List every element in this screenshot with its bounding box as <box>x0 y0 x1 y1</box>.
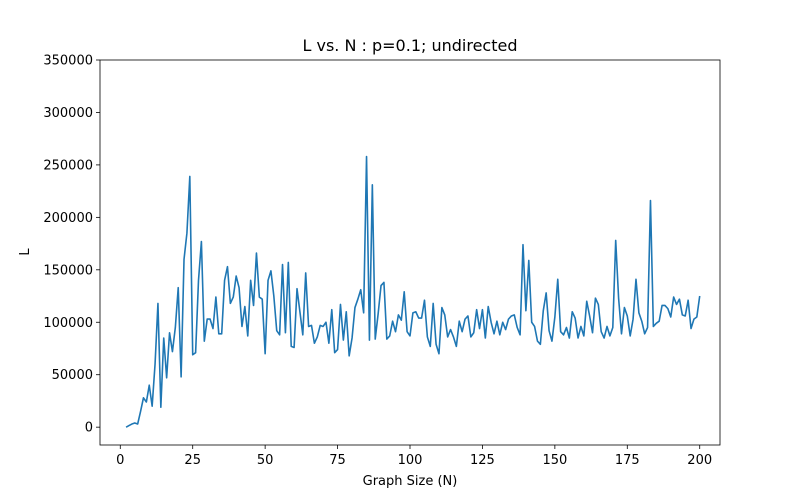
x-axis-title: Graph Size (N) <box>363 474 458 489</box>
x-tick-label: 200 <box>687 453 712 468</box>
series-line-L <box>125 155 701 428</box>
x-tick-label: 75 <box>329 453 346 468</box>
y-tick-label: 150000 <box>43 263 93 278</box>
y-tick-label: 300000 <box>43 106 93 121</box>
x-tick-label: 125 <box>470 453 495 468</box>
y-tick-label: 350000 <box>43 54 93 69</box>
x-tick-label: 150 <box>542 453 567 468</box>
x-tick-label: 50 <box>257 453 274 468</box>
y-tick-label: 0 <box>85 421 93 436</box>
x-tick-label: 25 <box>184 453 201 468</box>
y-axis-title: L <box>18 248 33 256</box>
x-tick-label: 175 <box>615 453 640 468</box>
x-tick-label: 0 <box>116 453 124 468</box>
chart-title: L vs. N : p=0.1; undirected <box>302 36 517 55</box>
x-tick-label: 100 <box>398 453 423 468</box>
tick-group: 0 25 50 75 100 125 150 175 200 0 50000 100000 150000… <box>43 54 712 469</box>
y-tick-label: 100000 <box>43 316 93 331</box>
y-tick-label: 50000 <box>52 368 93 383</box>
y-tick-label: 200000 <box>43 211 93 226</box>
plot-frame <box>99 59 721 446</box>
y-tick-label: 250000 <box>43 158 93 173</box>
